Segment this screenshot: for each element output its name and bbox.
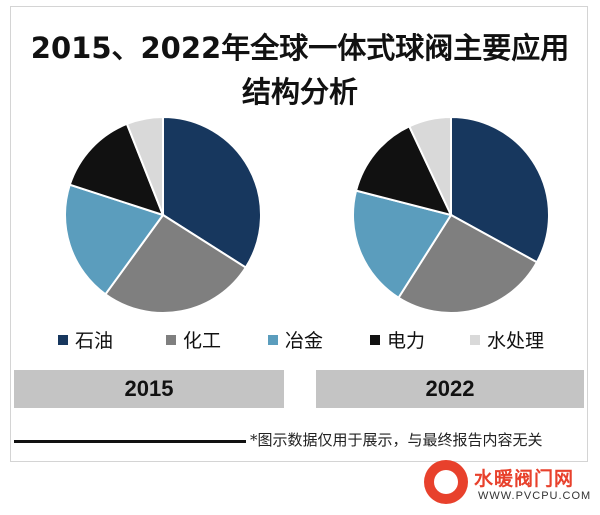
- pie-slice-2022-water-treatment: [407, 115, 452, 216]
- pie-chart-2022: [352, 115, 550, 314]
- legend-label-chemical: 化工: [183, 330, 222, 352]
- legend-label-water-treatment: 水处理: [487, 330, 545, 352]
- legend-item-metallurgy: 冶金: [268, 326, 323, 353]
- legend-swatch-water-treatment: [470, 334, 480, 345]
- chart-title-line-1: 2015、2022年全球一体式球阀主要应用: [30, 31, 570, 65]
- chart-title: 2015、2022年全球一体式球阀主要应用 结构分析: [0, 26, 600, 114]
- watermark-logo: 水暖阀门网 WWW.PVCPU.COM: [418, 456, 598, 512]
- legend-item-water-treatment: 水处理: [470, 326, 544, 353]
- legend-swatch-chemical: [166, 334, 176, 345]
- legend-label-metallurgy: 冶金: [285, 330, 324, 352]
- pie-slice-2022-oil: [450, 115, 550, 264]
- pie-chart-2015: [64, 115, 262, 314]
- watermark-name: 水暖阀门网: [474, 468, 575, 490]
- legend-item-power: 电力: [370, 326, 425, 353]
- legend-swatch-power: [370, 334, 380, 345]
- legend: 石油 化工 冶金 电力 水处理: [58, 326, 558, 352]
- watermark-url: WWW.PVCPU.COM: [478, 490, 592, 502]
- pie-slice-2022-power: [354, 124, 453, 217]
- pie-slice-2015-metallurgy: [64, 183, 165, 296]
- pie-slice-2015-power: [68, 122, 165, 217]
- footer-divider: [14, 440, 246, 443]
- pie-slice-2022-metallurgy: [352, 189, 453, 300]
- legend-label-power: 电力: [387, 330, 426, 352]
- year-label-2015: 2015: [14, 370, 284, 408]
- legend-label-oil: 石油: [75, 330, 114, 352]
- pie-slice-2015-chemical: [103, 213, 248, 314]
- year-label-2022: 2022: [316, 370, 584, 408]
- chart-title-line-2: 结构分析: [241, 75, 358, 109]
- legend-item-chemical: 化工: [166, 326, 221, 353]
- pie-slice-2015-water-treatment: [125, 115, 164, 216]
- brand-badge-icon: [424, 460, 468, 504]
- legend-item-oil: 石油: [58, 326, 113, 353]
- legend-swatch-metallurgy: [268, 334, 278, 345]
- legend-swatch-oil: [58, 334, 68, 345]
- pie-slice-2022-chemical: [397, 213, 539, 314]
- footer-disclaimer: *图示数据仅用于展示，与最终报告内容无关: [250, 431, 543, 449]
